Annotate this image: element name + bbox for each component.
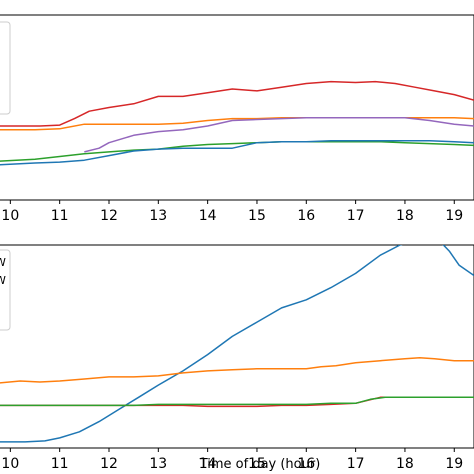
panel-2-xtick-label-14: 14 [199,456,217,472]
panel-2-legend-entry-1: W [0,256,6,269]
panel-1-xtick-label-19: 19 [445,208,463,224]
panel-2-xtick-label-17: 17 [347,456,365,472]
panel-2-frame [0,244,474,449]
panel-1-xtick-label-14: 14 [199,208,217,224]
panel-2-legend-box [0,249,11,331]
panel-2-series-1-line [0,245,474,443]
panel-2-xtick-label-16: 16 [297,456,315,472]
panel-2-xtick-label-10: 10 [1,456,19,472]
panel-1-xtick-label-11: 11 [51,208,69,224]
panel-2-x-axis-label: Time of day (hour) [199,457,321,472]
panel-2-series-2-line [0,356,474,384]
panel-2-xtick-label-19: 19 [445,456,463,472]
panel-2-legend-entry-2: W [0,274,6,287]
panel-1-legend-box [0,21,11,115]
panel-2-xtick-label-11: 11 [51,456,69,472]
panel-1-series-4-line [0,140,474,162]
panel-1-xtick-label-17: 17 [347,208,365,224]
panel-1-xtick-label-10: 10 [1,208,19,224]
panel-1-xtick-label-12: 12 [100,208,118,224]
panel-1-series-5-line [0,140,474,166]
panel-1-xtick-label-15: 15 [248,208,266,224]
panel-2-xtick-label-12: 12 [100,456,118,472]
panel-1-xtick-label-18: 18 [396,208,414,224]
panel-1-series-3-line [84,116,474,153]
panel-2-xtick-label-15: 15 [248,456,266,472]
panel-2-series-4-line [0,396,474,407]
panel-2-xtick-label-13: 13 [149,456,167,472]
panel-1-frame [0,14,474,201]
panel-2-xtick-label-18: 18 [396,456,414,472]
panel-1-series-1-line [0,80,474,127]
panel-1-xtick-label-16: 16 [297,208,315,224]
panel-1-xtick-label-13: 13 [149,208,167,224]
